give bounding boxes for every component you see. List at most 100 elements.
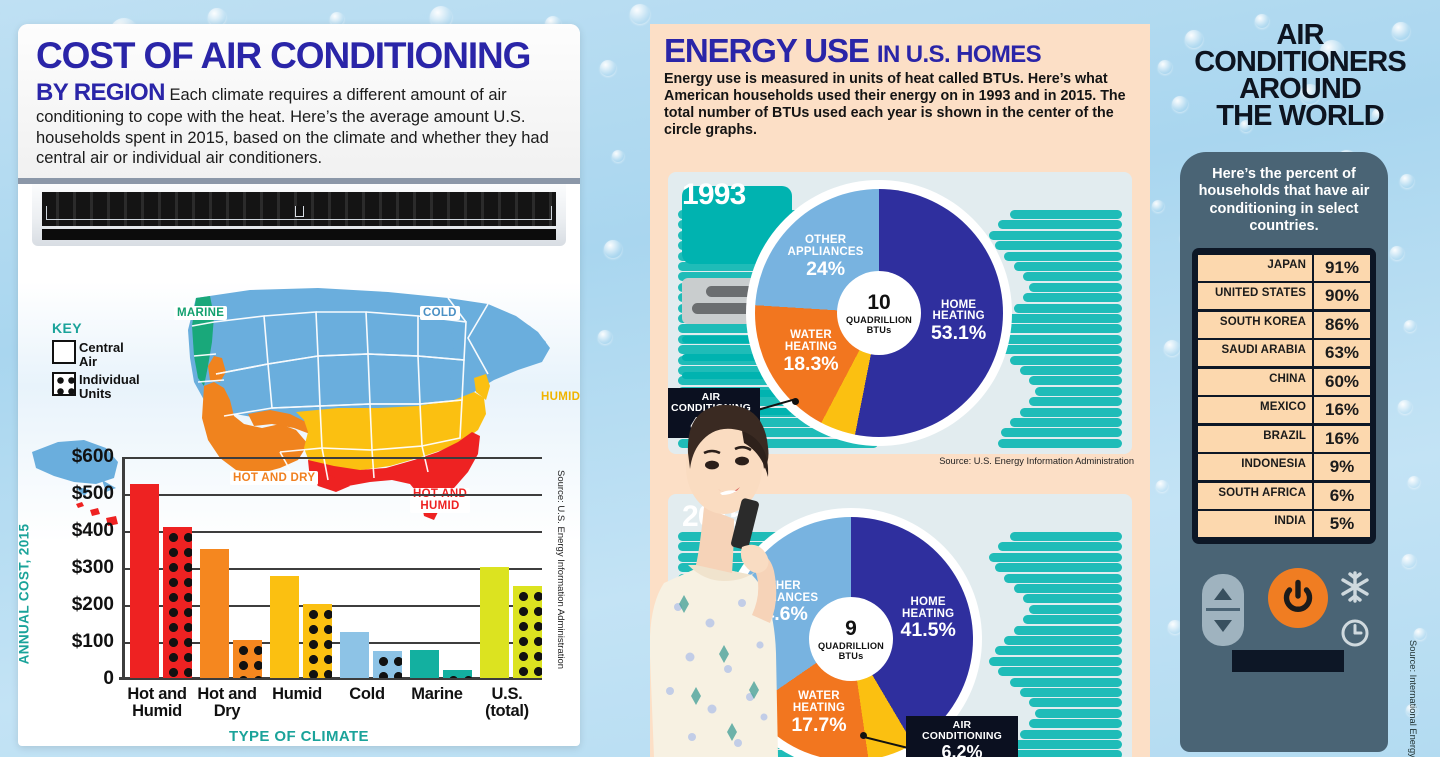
decor-stripe [998,345,1122,355]
gridline [122,642,542,644]
mid-panel-title-main: ENERGY USE [664,32,870,69]
decor-stripe [1029,376,1122,386]
decor-stripe [988,334,1122,344]
down-arrow-icon[interactable] [1214,620,1232,633]
map-label-hot-and-dry: HOT AND DRY [230,471,319,485]
power-icon [1283,579,1313,612]
y-axis-title: ANNUAL COST, 2015 [18,523,32,665]
country-name: CHINA [1269,372,1306,385]
y-axis-tick-label: $600 [71,445,114,467]
table-row: SOUTH KOREA 86% [1198,311,1370,338]
x-axis-tick-label: Marine [411,685,463,703]
mid-panel-description: Energy use is measured in units of heat … [664,71,1126,139]
country-percent: 5% [1312,511,1370,538]
bar-individual-units [163,527,192,678]
dotted-square-swatch-icon [52,372,76,397]
decor-stripe [1029,282,1122,292]
decor-stripe [1001,750,1122,757]
decor-stripe [998,542,1122,552]
country-percent: 63% [1312,340,1370,367]
ac-unit-base [42,228,556,240]
slice-label-water-heating: WATER HEATING 17.7% [765,690,873,735]
decor-stripe [994,646,1122,656]
slice-name: WATER HEATING [792,690,846,715]
slice-label-water-heating: WATER HEATING 18.3% [757,329,865,375]
slice-name: HOME HEATING [902,595,955,620]
ac-vent-knob [295,205,304,217]
country-name: INDIA [1274,515,1306,528]
map-label-humid: HUMID [541,391,580,403]
divider [18,177,580,184]
decor-stripe [1029,698,1122,708]
bar-central-air [410,650,439,678]
decor-stripe [1019,729,1122,739]
bar-group [130,483,192,678]
country-name: JAPAN [1267,258,1306,271]
snowflake-icon[interactable] [1338,570,1372,604]
y-axis-tick-label: $500 [71,482,114,504]
remote-control[interactable]: Here’s the percent of households that ha… [1180,152,1388,752]
right-panel-title-line: AROUND [1239,72,1362,105]
gridline [122,494,542,496]
bar-central-air [340,631,369,678]
empty-square-swatch-icon [52,340,76,364]
decor-stripe [994,563,1122,573]
bar-group [340,631,402,678]
mid-panel-header: ENERGY USE IN U.S. HOMES Energy use is m… [650,24,1150,146]
remote-description: Here’s the percent of households that ha… [1198,166,1370,235]
decor-stripe [1022,594,1122,604]
bar-group [410,650,472,679]
bar-group [270,576,332,678]
bar-individual-units [443,669,472,679]
callout-air-conditioning-2015: AIR CONDITIONING 6.2% [906,716,1018,757]
bar-chart-plot-area: 0 $100 $200 $300 $400 $500 $600 [72,446,542,689]
temperature-rocker[interactable] [1202,574,1244,647]
ac-air-line [682,336,792,343]
table-row: JAPAN 91% [1198,254,1370,281]
gridline [122,531,542,533]
x-axis-tick-label: Cold [349,685,385,703]
callout-leader-dot [792,398,799,405]
ac-panel-line [692,303,782,314]
power-button[interactable] [1268,568,1328,629]
table-row: MEXICO 16% [1198,397,1370,424]
decor-stripe [1010,418,1122,427]
callout-percent: 6.2% [941,741,983,757]
legend-item-label: Central Air [79,340,124,369]
bar-central-air [130,483,159,678]
ac-air-line [682,372,792,379]
decor-stripe [678,418,858,427]
gridline [122,605,542,607]
country-percent: 60% [1312,368,1370,395]
decor-stripe [1013,262,1122,271]
decor-stripe [1029,397,1122,407]
slice-percent: 18.3% [783,352,839,375]
up-arrow-icon[interactable] [1214,588,1232,601]
us-climate-map: MARINE COLD HUMID HOT AND DRY HOT ANDHUM… [18,282,580,542]
y-axis-tick-label: $400 [71,519,114,541]
decor-stripe [678,428,873,438]
decor-stripe [1013,625,1122,635]
country-percent: 9% [1312,454,1370,481]
decor-stripe [1001,428,1122,438]
decor-stripe [994,241,1122,251]
bar-central-air [480,567,509,678]
ac-vent-grille [42,191,556,226]
y-axis-tick-label: 0 [103,667,114,689]
x-axis-line [119,677,542,680]
x-axis-title: TYPE OF CLIMATE [229,728,369,745]
total-btu-number: 10 [867,290,891,314]
table-row: INDIA 5% [1198,511,1370,538]
decor-stripe [1004,636,1122,645]
right-panel-source: Source: International Energy Agency [1408,640,1418,757]
country-name: SAUDI ARABIA [1221,344,1306,357]
country-percent-table: JAPAN 91% UNITED STATES 90% SOUTH KOREA 86% SA… [1192,247,1376,545]
clock-icon[interactable] [1340,618,1370,648]
decor-stripe [1010,355,1122,365]
country-percent: 90% [1312,283,1370,310]
y-axis-tick-label: $100 [71,630,114,652]
decor-stripe [988,656,1122,666]
bar-central-air [200,548,229,678]
y-axis-tick-label: $300 [71,556,114,578]
